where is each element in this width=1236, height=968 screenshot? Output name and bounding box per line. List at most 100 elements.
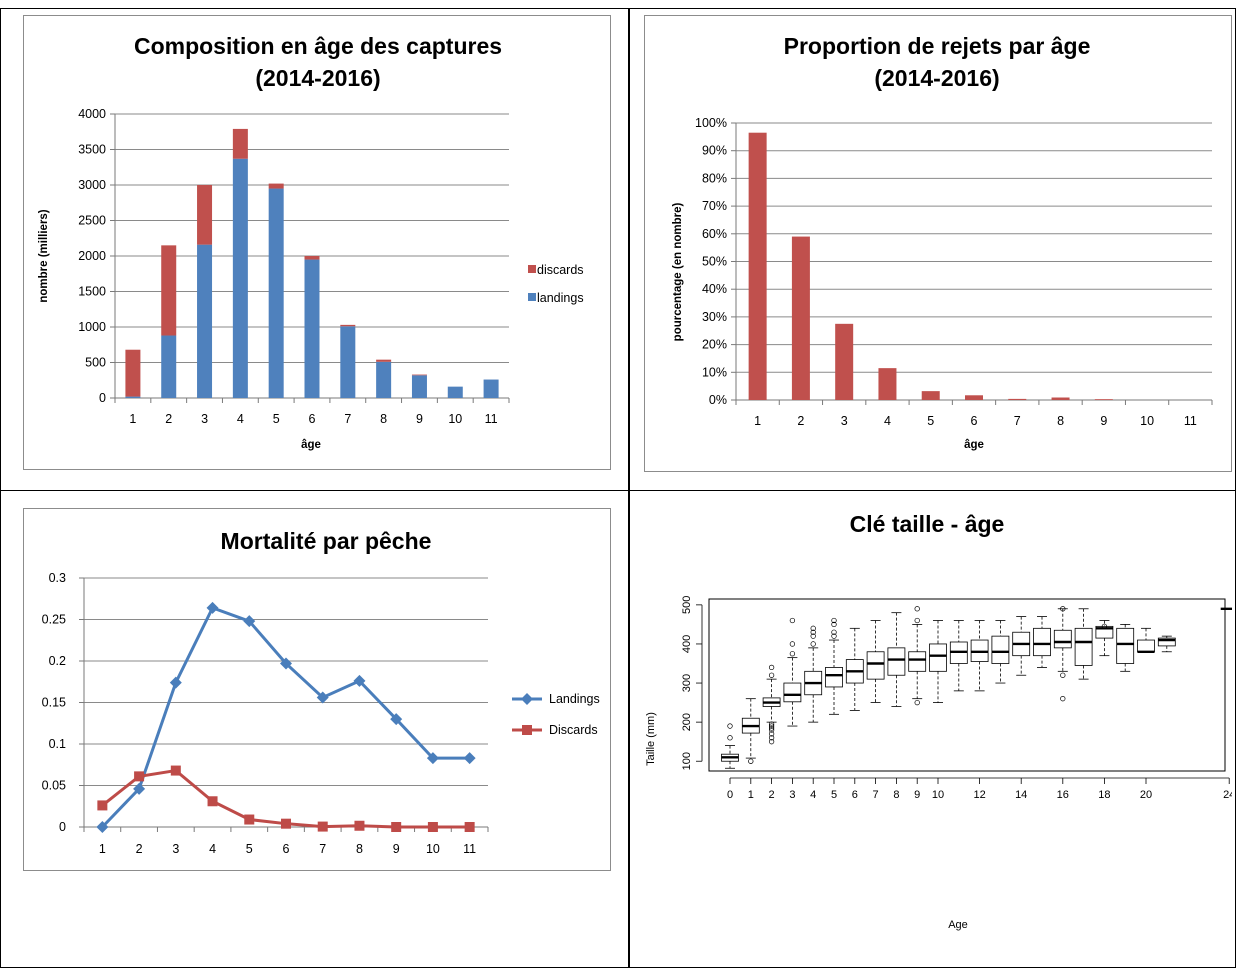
x-tick-label: 8 — [893, 789, 899, 801]
x-tick-label: 6 — [309, 412, 316, 426]
x-tick-label: 10 — [932, 789, 944, 801]
x-tick-label: 8 — [380, 412, 387, 426]
marker-discards — [244, 814, 255, 825]
box — [1137, 639, 1155, 653]
chart-subtitle: (2014-2016) — [255, 65, 380, 91]
discard-proportion-svg: Proportion de rejets par âge (2014-2016)… — [672, 33, 1213, 451]
x-tick-label: 1 — [129, 412, 136, 426]
y-tick-label: 0.15 — [42, 696, 66, 710]
x-tick-label: 5 — [273, 412, 280, 426]
marker-discards — [134, 771, 145, 782]
y-tick-label: 0 — [59, 820, 66, 834]
y-tick-label: 300 — [681, 674, 693, 692]
bar-landings — [340, 326, 356, 398]
bar-landings — [197, 244, 213, 398]
marker-landings — [133, 782, 146, 795]
x-tick-label: 9 — [914, 789, 920, 801]
box — [783, 682, 802, 703]
marker-landings — [96, 821, 109, 833]
marker-landings — [426, 752, 439, 765]
y-tick-label: 70% — [702, 199, 727, 213]
chart-title: Proportion de rejets par âge — [784, 33, 1091, 59]
bar-discards — [197, 185, 213, 245]
box — [1053, 629, 1072, 649]
x-tick-label: 20 — [1140, 789, 1152, 801]
y-tick-label: 2000 — [78, 249, 106, 263]
y-tick-label: 400 — [681, 635, 693, 653]
y-axis-label: pourcentage (en nombre) — [672, 203, 684, 342]
outlier-point — [727, 735, 733, 741]
legend-marker-discards — [522, 725, 532, 735]
outlier-point — [831, 621, 837, 628]
outlier-point — [810, 629, 816, 635]
x-axis-label: âge — [964, 439, 984, 451]
bar-landings — [447, 386, 463, 398]
bar-landings — [376, 361, 392, 398]
x-tick-label: 8 — [356, 842, 363, 856]
x-tick-label: 1 — [748, 789, 754, 801]
x-tick-label: 2 — [136, 842, 143, 856]
bar-discard-proportion — [1008, 398, 1027, 400]
marker-landings — [316, 691, 329, 704]
y-tick-label: 1500 — [78, 285, 106, 299]
bar-discard-proportion — [921, 391, 940, 400]
outlier-point — [768, 735, 775, 741]
outlier-point — [789, 617, 796, 624]
bar-discard-proportion — [835, 323, 854, 400]
marker-discards — [427, 822, 438, 832]
bar-discards — [376, 359, 392, 362]
chart-title: Mortalité par pêche — [221, 528, 432, 554]
x-tick-label: 11 — [1184, 414, 1197, 428]
x-tick-label: 10 — [426, 842, 440, 856]
marker-discards — [317, 821, 328, 832]
outlier-point — [768, 739, 775, 745]
bar-discard-proportion — [1051, 397, 1070, 400]
x-tick-label: 24 — [1223, 789, 1232, 801]
outlier-point — [768, 664, 775, 671]
x-tick-label: 3 — [172, 842, 179, 856]
outlier-point — [789, 651, 796, 657]
discard-proportion-chart: Proportion de rejets par âge (2014-2016)… — [644, 15, 1232, 472]
y-axis-label: nombre (milliers) — [38, 209, 50, 302]
outlier-point — [810, 641, 816, 647]
box — [887, 647, 906, 676]
marker-landings — [353, 674, 366, 687]
x-tick-label: 7 — [873, 789, 879, 801]
y-tick-label: 0.25 — [42, 613, 66, 627]
plot-frame — [708, 598, 1226, 772]
x-tick-label: 11 — [463, 842, 476, 856]
y-tick-label: 40% — [702, 282, 727, 296]
box — [825, 667, 843, 688]
marker-discards — [354, 820, 365, 831]
x-tick-label: 14 — [1015, 789, 1027, 801]
outlier-point — [914, 699, 920, 706]
outlier-point — [914, 617, 920, 624]
y-tick-label: 20% — [702, 338, 727, 352]
box — [1116, 627, 1135, 664]
outlier-point — [1060, 672, 1066, 678]
box — [991, 635, 1010, 664]
x-tick-label: 9 — [393, 842, 400, 856]
x-tick-label: 4 — [810, 789, 816, 801]
x-tick-label: 7 — [1014, 414, 1021, 428]
fishing-mortality-chart: Mortalité par pêche 1 2 3 4 5 6 7 8 9 10 11 0 0.05 0… — [23, 508, 611, 871]
y-tick-label: 0.3 — [49, 571, 66, 585]
box — [1033, 627, 1051, 657]
outlier-point — [1060, 696, 1066, 702]
outlier-point — [914, 606, 920, 612]
x-tick-label: 1 — [99, 842, 106, 856]
marker-discards — [170, 765, 181, 776]
bar-discards — [268, 183, 284, 189]
y-tick-label: 80% — [702, 171, 727, 185]
y-tick-label: 0.05 — [42, 779, 66, 793]
chart-title: Composition en âge des captures — [134, 33, 502, 59]
y-tick-label: 100% — [695, 116, 727, 130]
x-tick-label: 2 — [165, 412, 172, 426]
chart-subtitle: (2014-2016) — [874, 65, 999, 91]
bar-landings — [304, 259, 320, 398]
x-tick-label: 4 — [209, 842, 216, 856]
marker-landings — [280, 657, 292, 670]
vertical-divider — [628, 8, 630, 968]
bar-discards — [125, 349, 141, 397]
x-tick-label: 12 — [973, 789, 985, 801]
